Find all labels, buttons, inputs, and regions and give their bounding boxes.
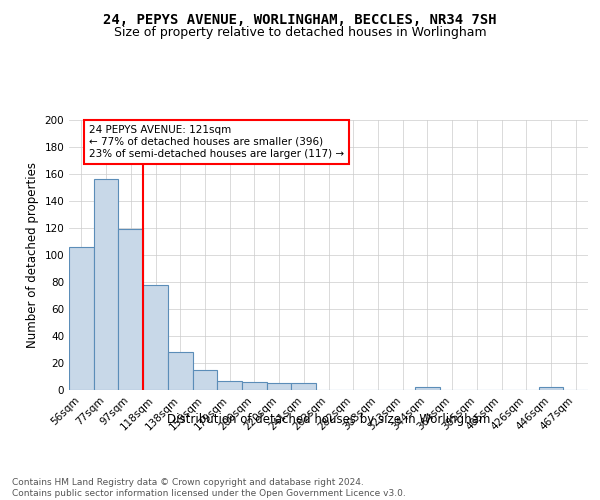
Text: 24 PEPYS AVENUE: 121sqm
← 77% of detached houses are smaller (396)
23% of semi-d: 24 PEPYS AVENUE: 121sqm ← 77% of detache… <box>89 126 344 158</box>
Bar <box>242 382 267 390</box>
Bar <box>94 180 118 390</box>
Bar <box>168 352 193 390</box>
Bar <box>292 383 316 390</box>
Bar <box>415 388 440 390</box>
Bar <box>267 383 292 390</box>
Bar <box>118 230 143 390</box>
Bar <box>193 370 217 390</box>
Bar <box>143 284 168 390</box>
Bar <box>69 247 94 390</box>
Text: Contains HM Land Registry data © Crown copyright and database right 2024.
Contai: Contains HM Land Registry data © Crown c… <box>12 478 406 498</box>
Bar <box>539 388 563 390</box>
Y-axis label: Number of detached properties: Number of detached properties <box>26 162 39 348</box>
Text: Distribution of detached houses by size in Worlingham: Distribution of detached houses by size … <box>167 412 490 426</box>
Bar <box>217 380 242 390</box>
Text: 24, PEPYS AVENUE, WORLINGHAM, BECCLES, NR34 7SH: 24, PEPYS AVENUE, WORLINGHAM, BECCLES, N… <box>103 12 497 26</box>
Text: Size of property relative to detached houses in Worlingham: Size of property relative to detached ho… <box>113 26 487 39</box>
